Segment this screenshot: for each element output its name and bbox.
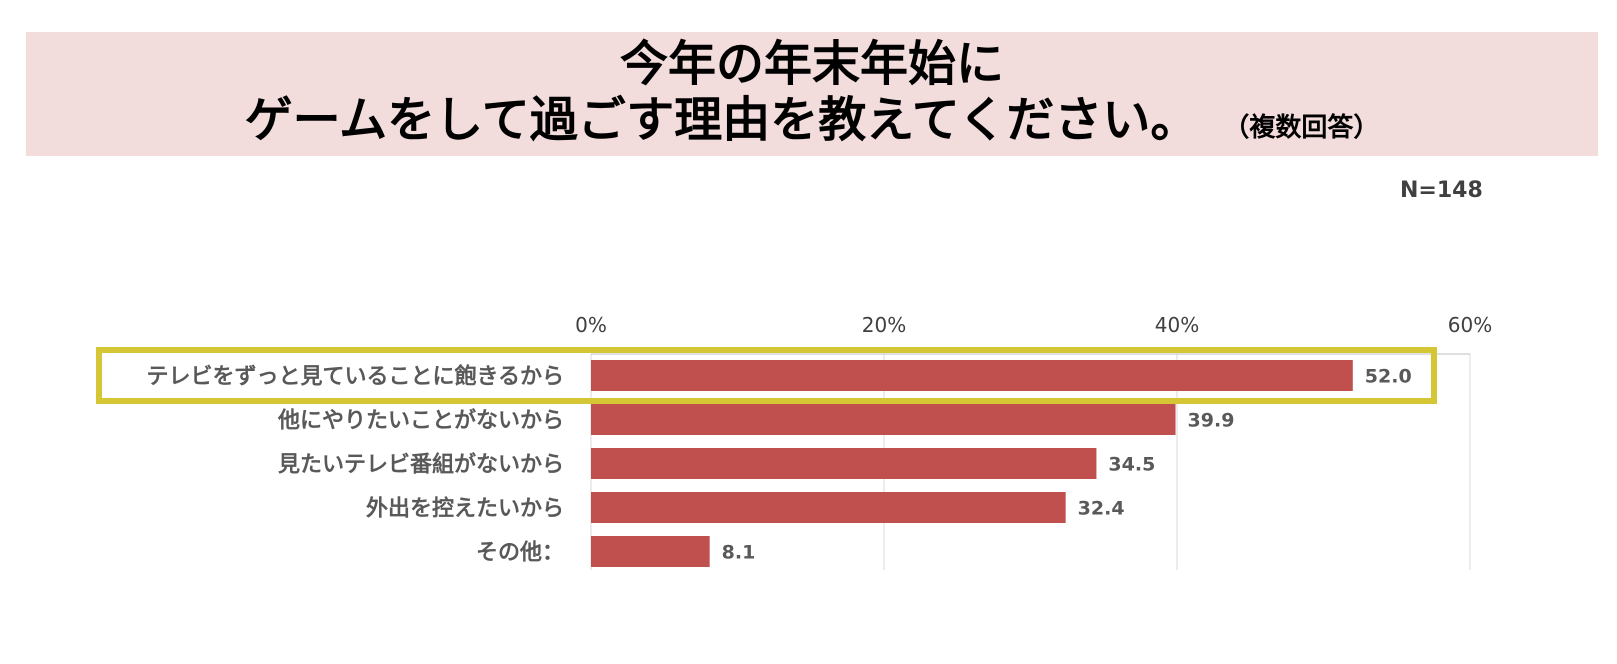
data-label: 32.4 xyxy=(1078,498,1125,520)
x-tick-label: 40% xyxy=(1155,313,1199,337)
category-label: テレビをずっと見ていることに飽きるから xyxy=(146,364,564,390)
chart-title-text: ゲームをして過ごす理由を教えてください。 xyxy=(244,92,1199,148)
category-label: 外出を控えたいから xyxy=(366,496,564,522)
data-label: 52.0 xyxy=(1365,366,1412,388)
chart-title-line-1: 今年の年末年始に xyxy=(619,36,1004,92)
data-label: 34.5 xyxy=(1108,454,1155,476)
category-label: 見たいテレビ番組がないから xyxy=(278,452,564,478)
title-banner: 今年の年末年始に ゲームをして過ごす理由を教えてください。 （複数回答） xyxy=(26,32,1598,156)
multiple-answer-note: （複数回答） xyxy=(1236,113,1380,143)
sample-size-label: N=148 xyxy=(1400,178,1483,203)
bar xyxy=(591,492,1066,523)
bar xyxy=(591,404,1176,435)
x-tick-label: 60% xyxy=(1448,313,1492,337)
category-label: その他： xyxy=(476,541,564,566)
bar xyxy=(591,360,1353,391)
x-tick-label: 20% xyxy=(862,313,906,337)
data-label: 8.1 xyxy=(722,542,756,564)
x-tick-label: 0% xyxy=(575,313,607,337)
highlight-box xyxy=(96,347,1437,404)
bar xyxy=(591,448,1097,479)
bar xyxy=(591,536,710,567)
chart-title-line-2: ゲームをして過ごす理由を教えてください。 （複数回答） xyxy=(26,92,1598,156)
category-label: 他にやりたいことがないから xyxy=(277,408,564,434)
data-label: 39.9 xyxy=(1188,410,1235,432)
